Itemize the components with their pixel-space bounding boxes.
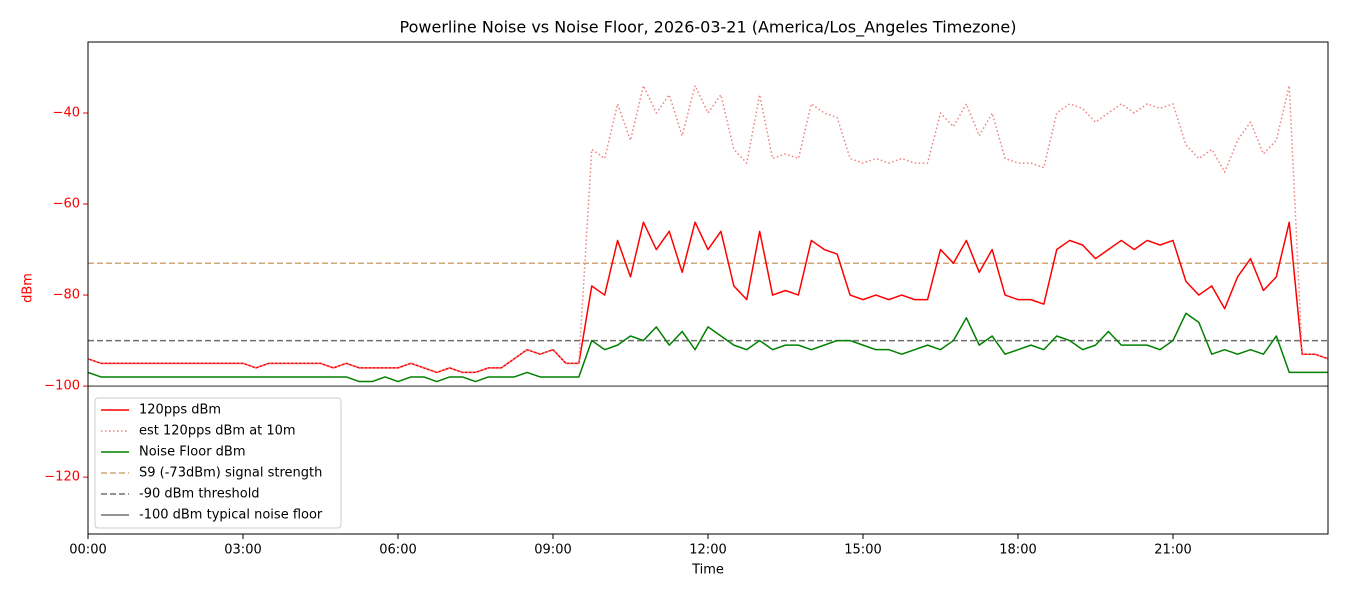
x-tick-label: 18:00 xyxy=(999,543,1036,558)
legend-label: -90 dBm threshold xyxy=(139,487,260,502)
y-tick-label: −80 xyxy=(53,288,80,303)
legend-box xyxy=(94,397,342,529)
series-line xyxy=(88,84,1328,374)
chart-title: Powerline Noise vs Noise Floor, 2026-03-… xyxy=(400,18,1017,38)
y-tick-label: −120 xyxy=(44,470,80,485)
y-axis-label: dBm xyxy=(21,273,36,303)
x-tick-label: 21:00 xyxy=(1154,543,1191,558)
y-tick-label: −40 xyxy=(53,106,80,121)
x-tick-label: 03:00 xyxy=(224,543,261,558)
x-tick-label: 15:00 xyxy=(844,543,881,558)
x-tick-label: 06:00 xyxy=(379,543,416,558)
x-tick-label: 00:00 xyxy=(69,543,106,558)
x-axis-label: Time xyxy=(691,563,724,578)
y-tick-label: −60 xyxy=(53,197,80,212)
legend-label: S9 (-73dBm) signal strength xyxy=(139,466,322,481)
legend-label: -100 dBm typical noise floor xyxy=(139,508,323,523)
y-tick-label: −100 xyxy=(44,379,80,394)
legend-label: Noise Floor dBm xyxy=(139,445,246,460)
x-tick-label: 12:00 xyxy=(689,543,726,558)
legend-label: est 120pps dBm at 10m xyxy=(139,424,296,439)
x-tick-label: 09:00 xyxy=(534,543,571,558)
plot-area xyxy=(88,84,1328,387)
series-line xyxy=(88,312,1328,383)
plot-frame xyxy=(87,41,1329,535)
series-line xyxy=(88,221,1328,374)
legend-label: 120pps dBm xyxy=(139,403,221,418)
